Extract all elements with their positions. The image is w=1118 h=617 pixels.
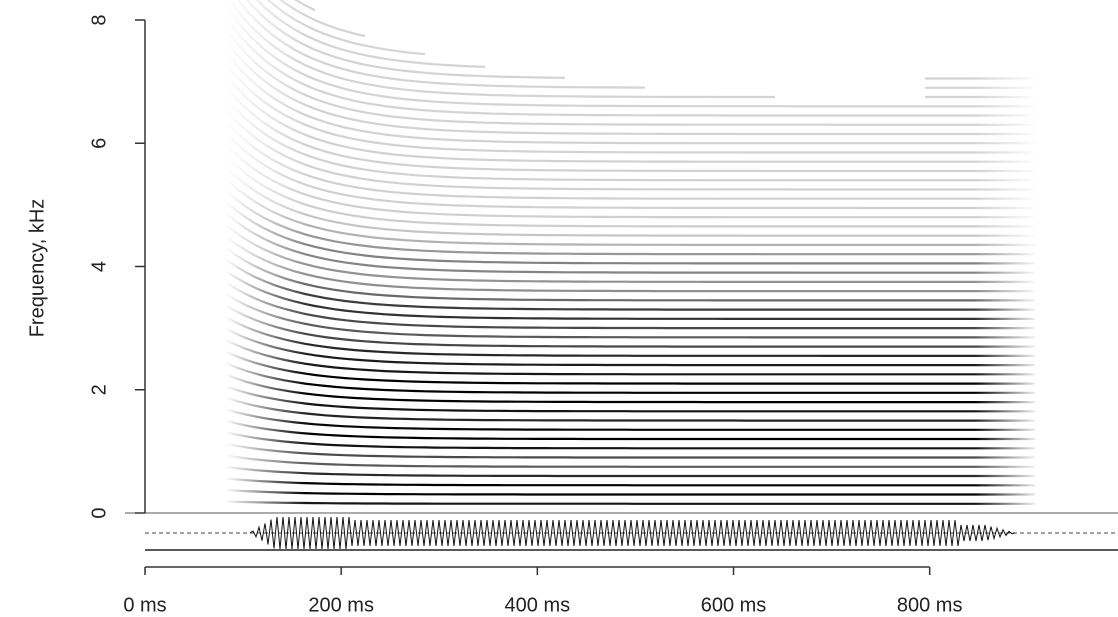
y-tick-label: 4 [88,261,110,272]
spectrogram-harmonic [236,0,646,89]
spectrogram-harmonic [224,177,1035,246]
spectrogram-harmonic [224,465,1035,478]
x-tick-label: 400 ms [505,594,571,616]
waveform [249,516,1016,550]
x-tick-label: 0 ms [123,594,166,616]
spectrogram-harmonic [224,350,1035,385]
spectrogram-harmonic [224,211,1035,274]
spectrogram-harmonic [224,327,1035,367]
spectrogram-harmonic [224,188,1035,256]
spectrogram-harmonic [245,0,566,79]
x-tick-label: 600 ms [701,594,767,616]
spectrogram-harmonic [224,27,1035,126]
spectrogram-harmonic [224,315,1035,357]
spectrogram-harmonic [224,154,1035,228]
spectrogram-harmonic [224,223,1035,283]
spectrogram-harmonic [224,338,1035,376]
spectrogram-harmonic [255,0,486,68]
y-tick-label: 6 [88,138,110,149]
spectrogram-harmonic [224,373,1035,404]
spectrogram-harmonic [224,96,1035,182]
spectrogram-harmonic [224,200,1035,265]
spectrogram-harmonic [224,488,1035,496]
spectrogram-harmonic [224,419,1035,441]
spectrogram-harmonic [224,61,1035,154]
x-tick-label: 800 ms [897,594,963,616]
spectrogram-harmonic [224,130,1035,210]
spectrogram-harmonic [224,234,1035,293]
spectrogram-harmonic [224,165,1035,237]
spectrogram-harmonic [224,361,1035,394]
spectrogram-harmonic [224,15,1035,117]
spectrogram-harmonic [224,500,1035,505]
spectrogram-harmonic [224,384,1035,413]
x-tick-label: 200 ms [308,594,374,616]
spectrogram-harmonic [279,0,366,38]
spectrogram-harmonic [224,407,1035,431]
y-tick-label: 0 [88,507,110,518]
spectrogram-harmonic [224,73,1035,163]
spectrogram-harmonic [224,119,1035,200]
spectrogram [224,0,1035,505]
spectrogram-harmonic [224,269,1035,320]
spectrogram-harmonic [224,304,1035,348]
spectrogram-harmonic [293,0,316,12]
spectrogram-harmonic [224,257,1035,311]
spectrogram-harmonic [224,477,1035,487]
spectrogram-harmonic [228,0,775,99]
y-tick-label: 2 [88,384,110,395]
waveform-panel [125,512,1118,551]
spectrogram-harmonic [224,454,1035,468]
spectrogram-harmonic [224,84,1035,173]
spectrogram-harmonic [224,142,1035,219]
spectrogram-harmonic [224,3,1035,108]
spectrogram-harmonic [224,107,1035,191]
spectrogram-harmonic [224,38,1035,136]
spectrogram-harmonic [224,292,1035,339]
spectrogram-harmonic [224,50,1035,145]
spectrogram-harmonic [224,431,1035,450]
spectrogram-harmonic [224,442,1035,459]
spectrogram-harmonic [224,280,1035,330]
spectrogram-harmonic [224,396,1035,422]
spectrogram-harmonic [224,246,1035,302]
y-axis-label: Frequency, kHz [26,199,48,338]
spectrogram-harmonic [266,0,426,56]
y-tick-label: 8 [88,14,110,25]
